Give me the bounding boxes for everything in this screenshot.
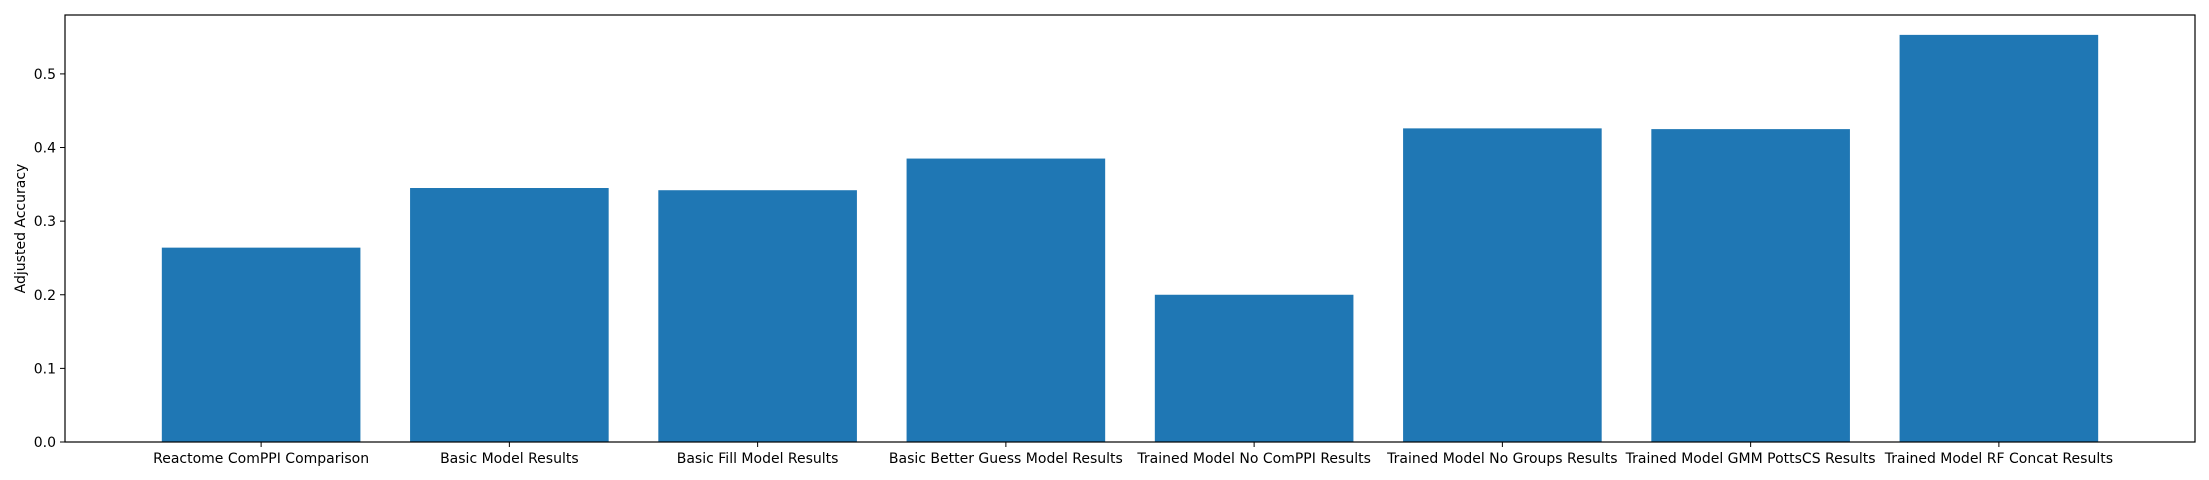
y-tick-label: 0.0 bbox=[34, 435, 56, 451]
bar bbox=[161, 247, 361, 442]
bar bbox=[1899, 34, 2099, 442]
bar bbox=[1651, 129, 1850, 443]
y-tick-label: 0.2 bbox=[34, 288, 56, 304]
bar bbox=[410, 188, 609, 442]
x-axis-ticks: Reactome ComPPI Comparison Basic Model Re… bbox=[153, 442, 2113, 467]
x-tick-label: Trained Model No ComPPI Results bbox=[1136, 451, 1371, 467]
bars-layer bbox=[161, 34, 2099, 443]
x-tick-label: Trained Model GMM PottsCS Results bbox=[1625, 451, 1876, 467]
x-tick-label: Trained Model No Groups Results bbox=[1386, 451, 1617, 467]
x-tick-label: Reactome ComPPI Comparison bbox=[153, 451, 369, 467]
bar bbox=[1403, 128, 1602, 442]
x-tick-label: Basic Better Guess Model Results bbox=[889, 451, 1123, 467]
y-tick-label: 0.4 bbox=[34, 141, 56, 157]
y-tick-label: 0.5 bbox=[34, 67, 56, 83]
x-tick-label: Trained Model RF Concat Results bbox=[1884, 451, 2113, 467]
bar bbox=[1154, 294, 1354, 442]
y-axis-label: Adjusted Accuracy bbox=[13, 164, 29, 294]
y-tick-label: 0.3 bbox=[34, 214, 56, 230]
bar bbox=[658, 190, 857, 442]
y-tick-label: 0.1 bbox=[34, 361, 56, 377]
x-tick-label: Basic Fill Model Results bbox=[677, 451, 839, 467]
plot-frame bbox=[64, 14, 2196, 443]
x-tick-label: Basic Model Results bbox=[440, 451, 579, 467]
bar bbox=[906, 158, 1106, 442]
y-axis-ticks: 0.0 0.1 0.2 0.3 0.4 0.5 bbox=[34, 67, 65, 451]
